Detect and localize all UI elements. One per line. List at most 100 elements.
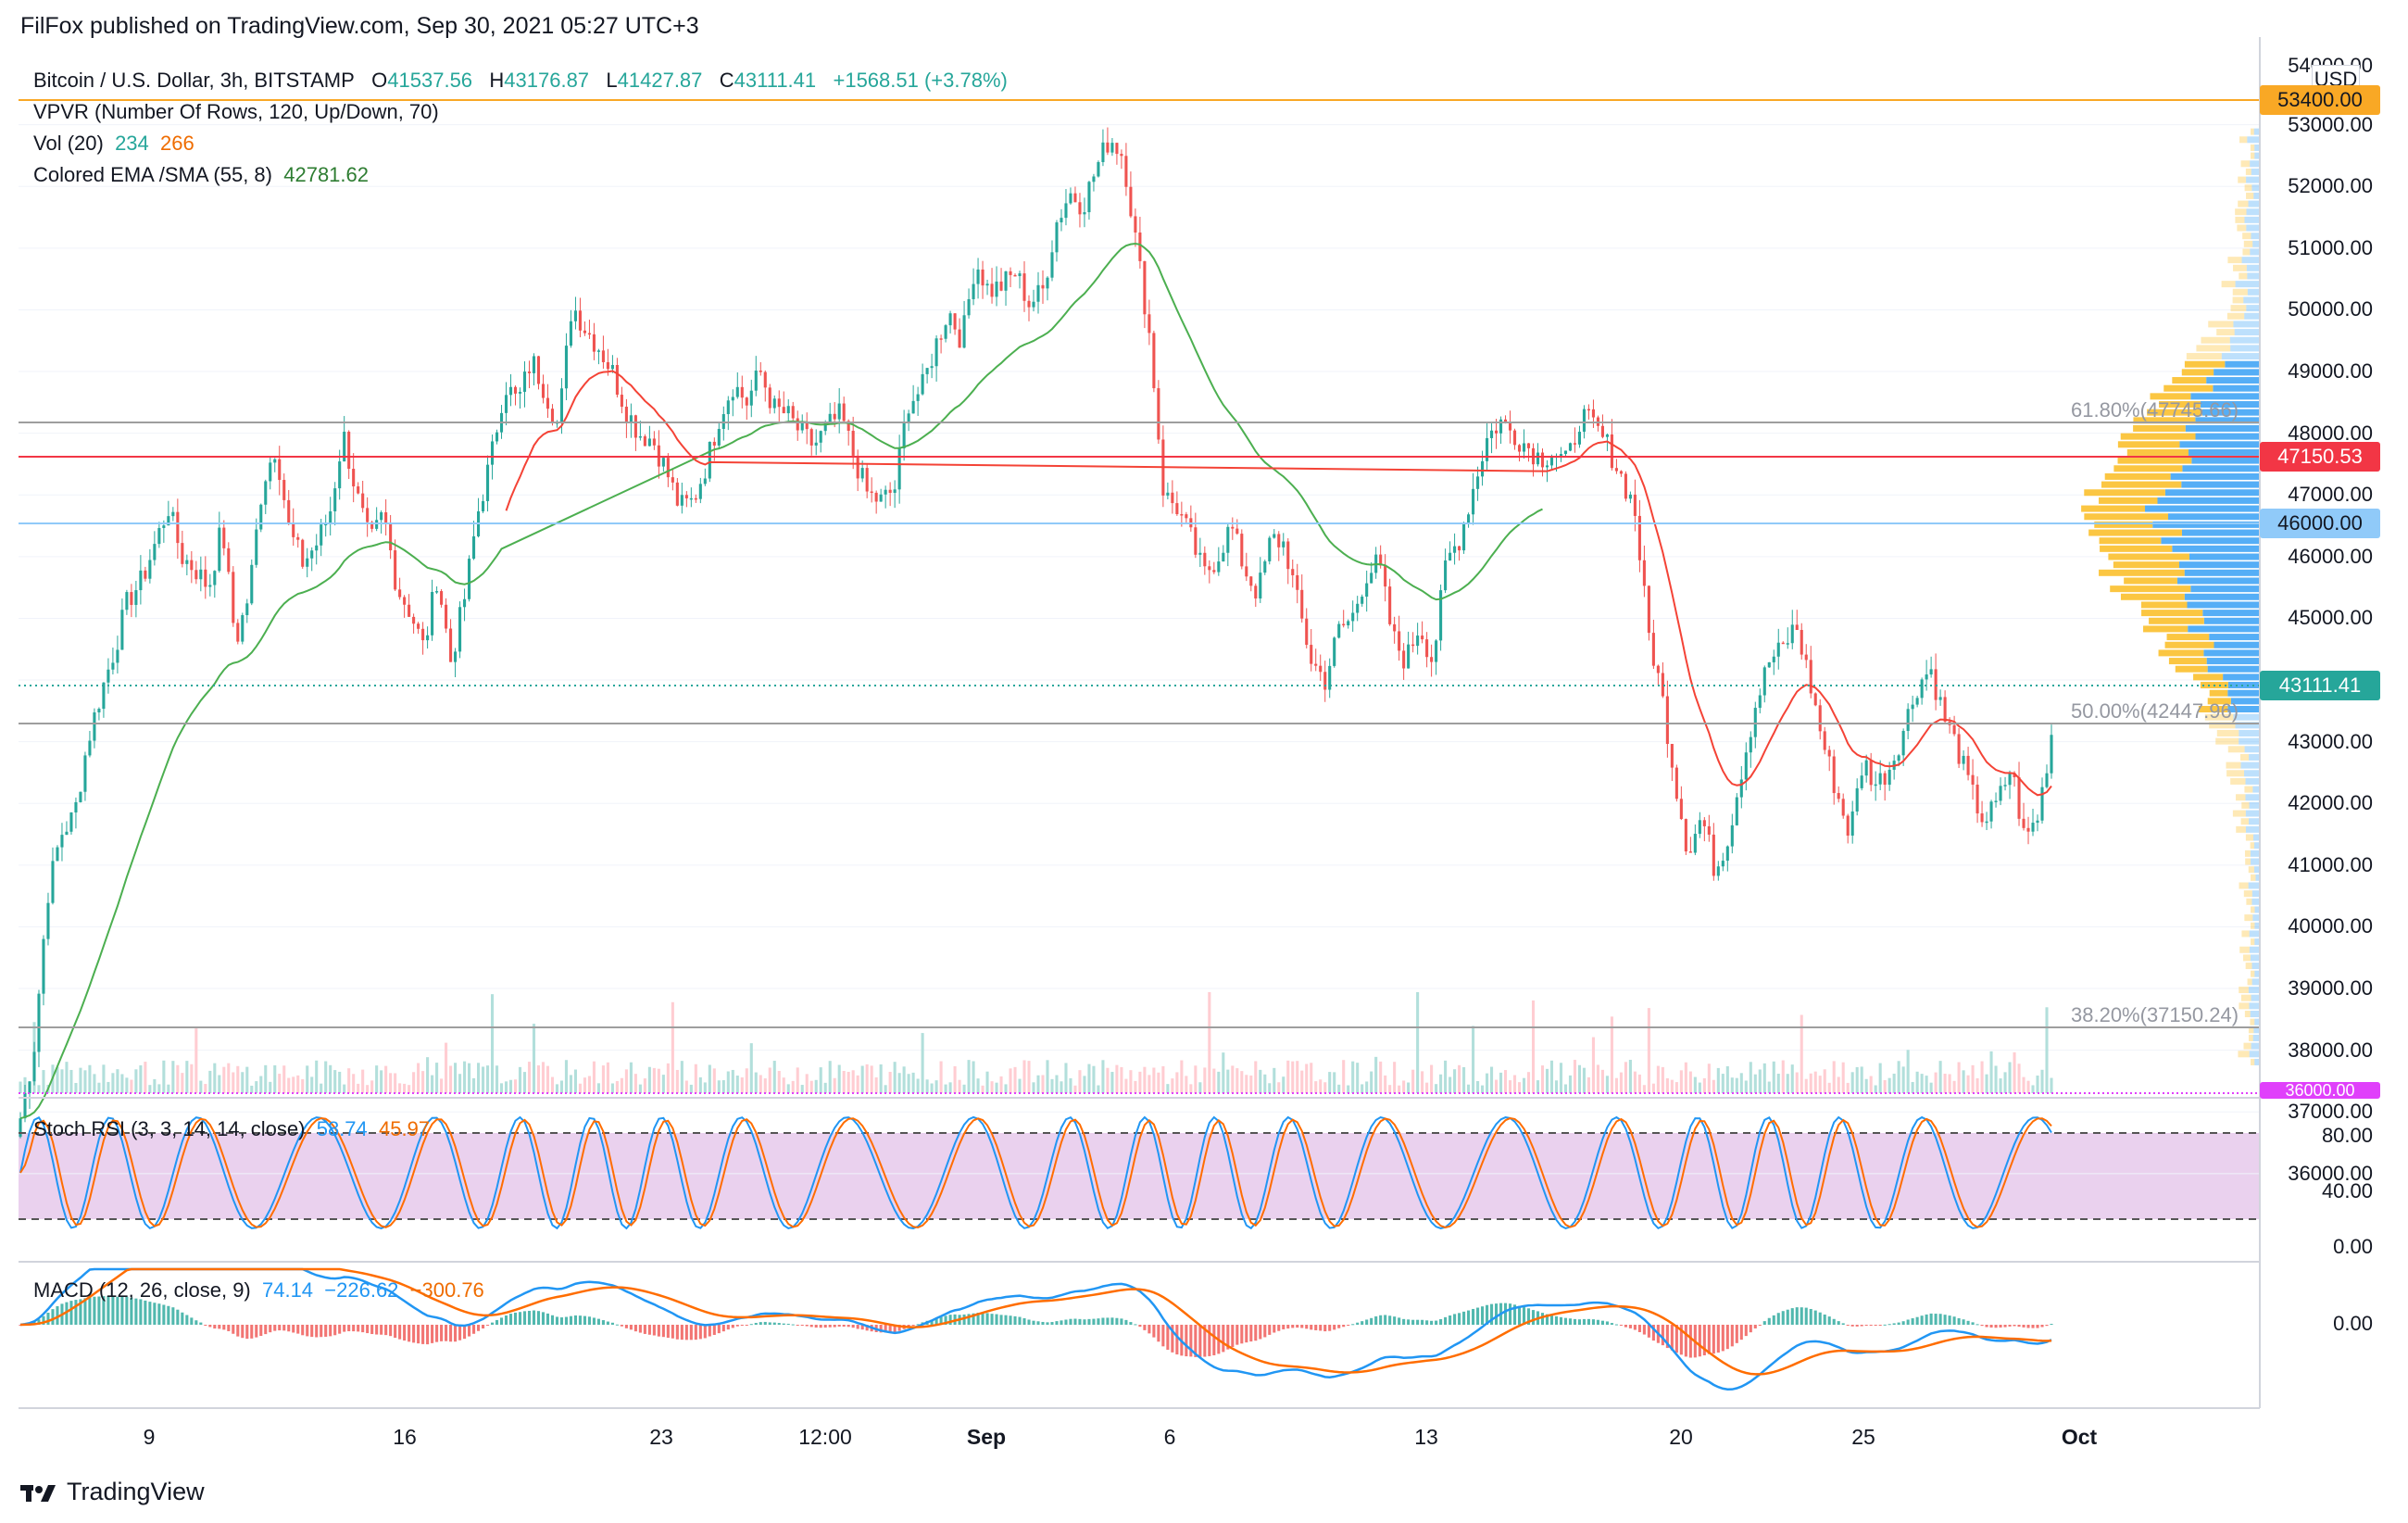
volume-bar	[306, 1065, 309, 1093]
candle-body	[1379, 554, 1383, 566]
macd-hist-bar	[1776, 1313, 1780, 1325]
stoch-rsi-legend[interactable]: Stoch RSI (3, 3, 14, 14, close) 58.74 45…	[33, 1117, 430, 1141]
vpvr-down-bar	[2208, 321, 2234, 328]
vpvr-down-bar	[2251, 1058, 2255, 1065]
vpvr-up-bar	[2252, 914, 2260, 922]
macd-hist-bar	[1948, 1315, 1951, 1325]
volume-bar	[911, 1072, 915, 1093]
volume-bar	[735, 1076, 739, 1093]
candle-body	[518, 391, 522, 394]
volume-bar	[1526, 1072, 1531, 1093]
macd-hist-bar	[1092, 1318, 1096, 1325]
candle-body	[454, 651, 458, 662]
volume-bar	[518, 1066, 522, 1093]
macd-hist-bar	[573, 1315, 577, 1325]
vpvr-down-bar	[2150, 393, 2191, 400]
candle-body	[1971, 774, 1975, 785]
candle-body	[1582, 409, 1587, 433]
volume-bar	[786, 1084, 790, 1093]
volume-bar	[1800, 1014, 1803, 1093]
candle-body	[967, 298, 971, 316]
candle-body	[615, 365, 619, 396]
macd-hist-bar	[1999, 1325, 2002, 1328]
candle-body	[1888, 769, 1891, 786]
candle-body	[1175, 503, 1179, 514]
volume-bar	[717, 1080, 721, 1093]
candle-body	[60, 835, 64, 848]
macd-hist-bar	[712, 1325, 716, 1335]
candle-body	[1517, 445, 1522, 452]
vpvr-down-bar	[2081, 505, 2145, 512]
volume-bar	[1596, 1064, 1599, 1093]
vpvr-down-bar	[2251, 128, 2254, 135]
macd-hist-bar	[522, 1311, 527, 1325]
macd-hist-bar	[306, 1325, 309, 1337]
vpvr-down-bar	[2243, 1042, 2251, 1050]
candle-body	[800, 422, 804, 431]
candle-body	[1347, 621, 1350, 626]
volume-bar	[347, 1068, 351, 1093]
vpvr-down-bar	[2248, 866, 2254, 874]
macd-hist-bar	[1827, 1316, 1831, 1325]
volume-bar	[1670, 1079, 1674, 1093]
vpvr-up-bar	[2214, 641, 2260, 648]
candle-body	[888, 489, 892, 493]
volume-bar	[1101, 1060, 1105, 1093]
candle-body	[708, 441, 711, 479]
tradingview-brand[interactable]: TradingView	[20, 1478, 205, 1506]
macd-value: 74.14	[261, 1278, 314, 1302]
candle-body	[874, 492, 878, 502]
vpvr-up-bar	[2255, 874, 2260, 881]
volume-bar	[130, 1079, 133, 1093]
volume-bar	[1665, 1077, 1669, 1093]
macd-hist-bar	[1688, 1325, 1692, 1358]
volume-bar	[759, 1075, 762, 1093]
candle-body	[1739, 779, 1743, 798]
candle-body	[1249, 576, 1253, 586]
volume-bar	[1744, 1080, 1748, 1093]
volume-bar	[1277, 1082, 1281, 1093]
vpvr-down-bar	[2240, 160, 2251, 168]
volume-bar	[689, 1084, 693, 1093]
close-value: 43111.41	[734, 69, 817, 92]
candle-body	[1134, 216, 1137, 233]
macd-hist-bar	[1670, 1325, 1674, 1351]
macd-hist-bar	[1809, 1308, 1812, 1325]
volume-bar	[1892, 1073, 1896, 1093]
candle-body	[1994, 800, 1998, 802]
macd-legend[interactable]: MACD (12, 26, close, 9) 74.14 −226.62 −3…	[33, 1278, 484, 1303]
candle-body	[814, 442, 818, 446]
volume-bar	[1698, 1082, 1701, 1093]
macd-hist-bar	[865, 1325, 869, 1331]
symbol-label[interactable]: Bitcoin / U.S. Dollar, 3h, BITSTAMP	[33, 69, 355, 92]
volume-bar	[1952, 1080, 1956, 1093]
volume-bar	[292, 1076, 295, 1093]
macd-hist-bar	[1938, 1314, 1942, 1325]
macd-hist-bar	[1277, 1325, 1281, 1331]
candle-body	[754, 370, 758, 391]
candle-body	[902, 422, 906, 448]
candle-body	[269, 462, 272, 482]
macd-hist-bar	[1078, 1318, 1082, 1325]
price-tick: 52000.00	[2288, 174, 2373, 198]
macd-hist-bar	[250, 1325, 254, 1339]
candle-body	[1263, 560, 1267, 573]
volume-bar	[1458, 1064, 1461, 1093]
volume-bar	[1517, 1082, 1522, 1093]
ema-row[interactable]: Colored EMA /SMA (55, 8) 42781.62	[33, 159, 1008, 191]
volume-bar	[485, 1065, 490, 1093]
fib-label-382: 38.20%(37150.24)	[2071, 1003, 2239, 1026]
macd-hist-bar	[278, 1325, 282, 1331]
high-value: 43176.87	[504, 69, 590, 92]
volume-bar	[1212, 1068, 1216, 1093]
macd-hist-bar	[1637, 1325, 1641, 1332]
candle-body	[740, 386, 744, 398]
macd-hist-bar	[518, 1312, 522, 1325]
vpvr-down-bar	[2133, 417, 2196, 424]
vpvr-row[interactable]: VPVR (Number Of Rows, 120, Up/Down, 70)	[33, 96, 1008, 128]
macd-hist-bar	[1651, 1325, 1655, 1341]
macd-hist-bar	[1166, 1325, 1170, 1350]
macd-hist-bar	[990, 1314, 994, 1325]
volume-row[interactable]: Vol (20) 234 266	[33, 128, 1008, 159]
